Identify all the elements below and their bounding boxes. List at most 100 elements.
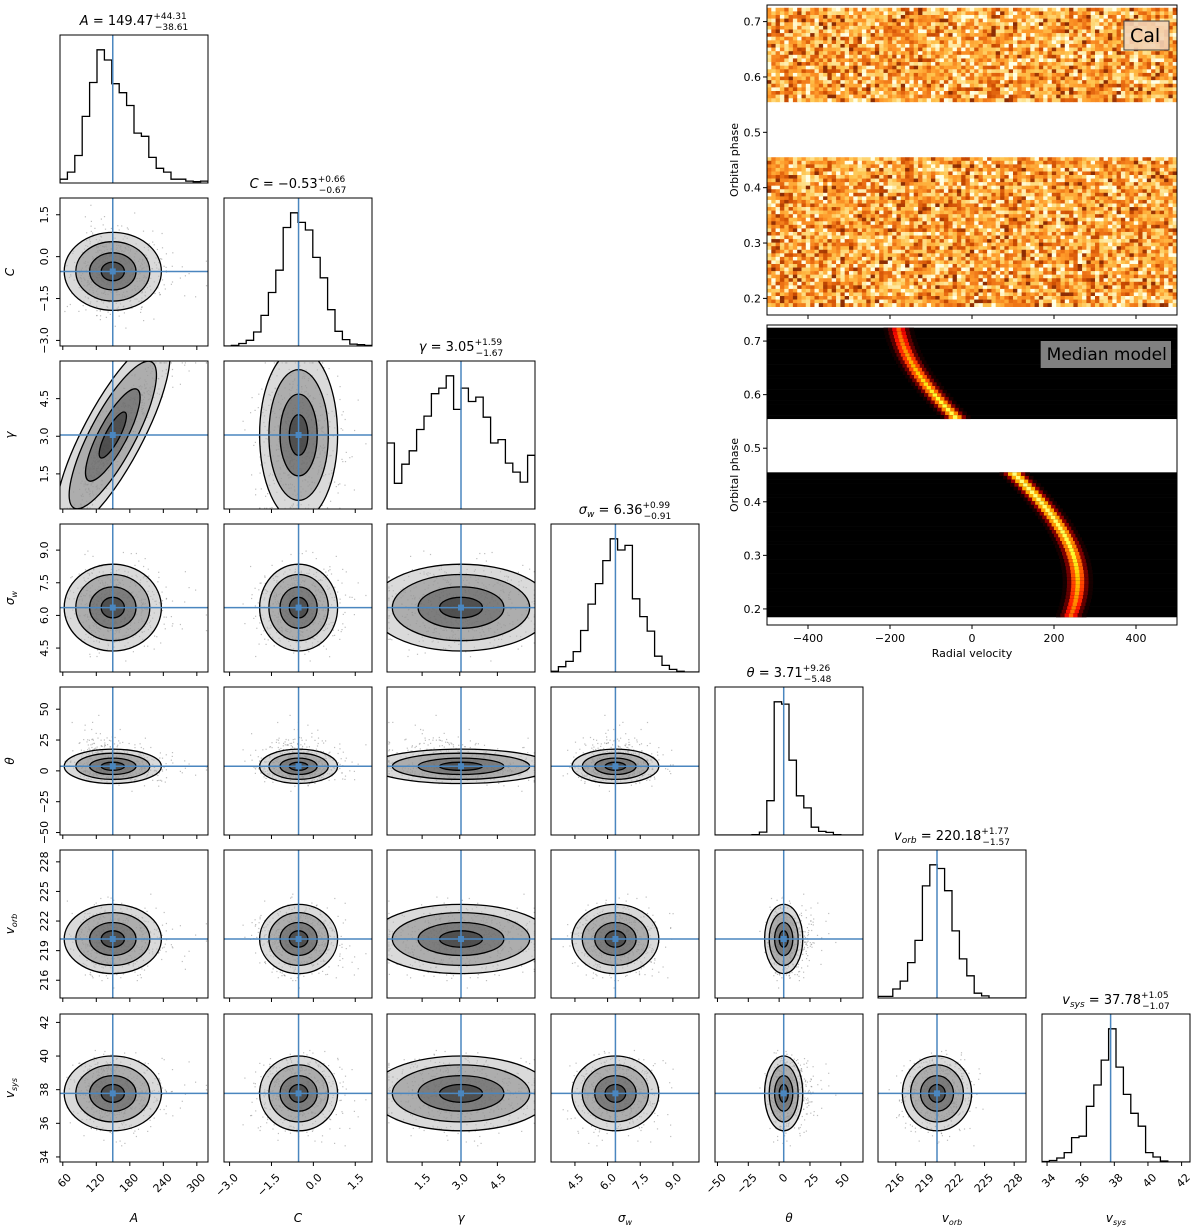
sample-point: [86, 232, 88, 234]
panel-frame: [59, 523, 209, 673]
y-tick-label-sigma_w: 7.5: [38, 574, 51, 592]
sample-point: [107, 311, 109, 313]
sample-point: [100, 218, 102, 220]
sample-point: [340, 428, 342, 430]
contour-line: [68, 361, 158, 509]
sample-point: [264, 507, 266, 509]
sample-point: [171, 600, 174, 602]
sample-point: [101, 745, 103, 747]
sample-point: [266, 507, 268, 509]
sample-point: [328, 570, 330, 572]
sample-point: [213, 248, 214, 249]
sample-point: [533, 642, 535, 644]
sample-point: [342, 461, 344, 463]
y-axis-label-sigma_w: σw: [3, 590, 19, 605]
sample-point: [257, 602, 259, 604]
panel-content: [387, 361, 535, 509]
sample-point: [205, 614, 207, 616]
sample-point: [84, 553, 86, 556]
sample-point: [95, 732, 97, 734]
sample-point: [267, 639, 269, 641]
sample-point: [142, 230, 145, 232]
sample-point: [128, 742, 130, 745]
contour-line: [98, 411, 128, 459]
sample-point: [165, 598, 167, 600]
sample-point: [160, 779, 162, 781]
title-C: C = −0.53+0.66 −0.67: [250, 175, 347, 196]
sample-point: [184, 760, 186, 762]
y-axis-label-gamma: γ: [3, 431, 17, 439]
sample-point: [309, 660, 311, 662]
sample-point: [140, 308, 142, 310]
sample-point: [90, 225, 92, 227]
sample-point: [179, 383, 181, 385]
sample-point: [424, 652, 426, 654]
sample-point: [265, 643, 267, 645]
corner-plot: A = 149.47+44.31 −38.611.50.0−1.5−3.0CC =…: [3, 12, 1193, 1227]
sample-point: [181, 362, 183, 364]
sample-point: [161, 757, 164, 759]
sample-point: [83, 750, 85, 752]
sample-point: [522, 564, 524, 566]
sample-point: [66, 305, 68, 308]
panel-frame: [386, 523, 536, 673]
sample-point: [92, 749, 94, 751]
sample-point: [104, 742, 106, 744]
sample-point: [407, 655, 409, 658]
panel-frame: [550, 523, 700, 673]
sample-point: [87, 744, 89, 746]
sample-point: [159, 294, 161, 296]
sample-point: [251, 594, 253, 596]
sample-point: [365, 443, 367, 445]
sample-point: [92, 739, 94, 741]
sample-point: [251, 474, 253, 476]
sample-point: [156, 780, 158, 782]
sample-point: [533, 571, 535, 573]
sample-point: [78, 310, 80, 312]
sample-point: [255, 615, 257, 617]
sample-point: [82, 305, 84, 307]
sample-point: [337, 629, 339, 631]
sample-point: [84, 216, 86, 218]
sample-point: [330, 573, 333, 575]
sample-point: [329, 566, 331, 568]
title-gamma: γ = 3.05+1.59 −1.67: [419, 338, 504, 359]
sample-point: [256, 627, 258, 629]
sample-point: [118, 229, 120, 231]
sample-point: [119, 728, 121, 731]
sample-point: [161, 232, 163, 235]
sample-point: [259, 507, 261, 509]
sample-point: [152, 230, 154, 232]
sample-point: [135, 552, 137, 555]
panel-content: [224, 524, 372, 672]
sample-point: [337, 484, 339, 486]
sample-point: [117, 310, 119, 312]
sample-point: [154, 635, 156, 637]
sample-point: [253, 617, 255, 619]
sample-point: [195, 362, 197, 364]
sample-point: [91, 728, 93, 731]
sample-point: [140, 311, 142, 313]
sample-point: [117, 744, 119, 746]
sample-point: [337, 492, 339, 494]
sample-point: [334, 586, 336, 588]
sample-point: [326, 507, 329, 509]
sample-point: [260, 488, 262, 490]
sample-point: [329, 569, 331, 571]
sample-point: [118, 740, 120, 742]
sample-point: [388, 577, 390, 579]
sample-point: [131, 307, 133, 309]
sample-point: [171, 375, 173, 377]
sample-point: [491, 551, 493, 554]
sample-point: [323, 568, 325, 570]
sample-point: [99, 309, 102, 311]
sample-point: [113, 743, 116, 745]
sample-point: [123, 312, 125, 314]
panel-content: [224, 198, 372, 346]
panel-sigma_w-gamma: [386, 523, 536, 676]
sample-point: [84, 729, 86, 731]
sample-point: [154, 292, 156, 295]
truth-marker: [109, 604, 116, 611]
sample-point: [98, 714, 100, 716]
sample-point: [305, 550, 307, 552]
